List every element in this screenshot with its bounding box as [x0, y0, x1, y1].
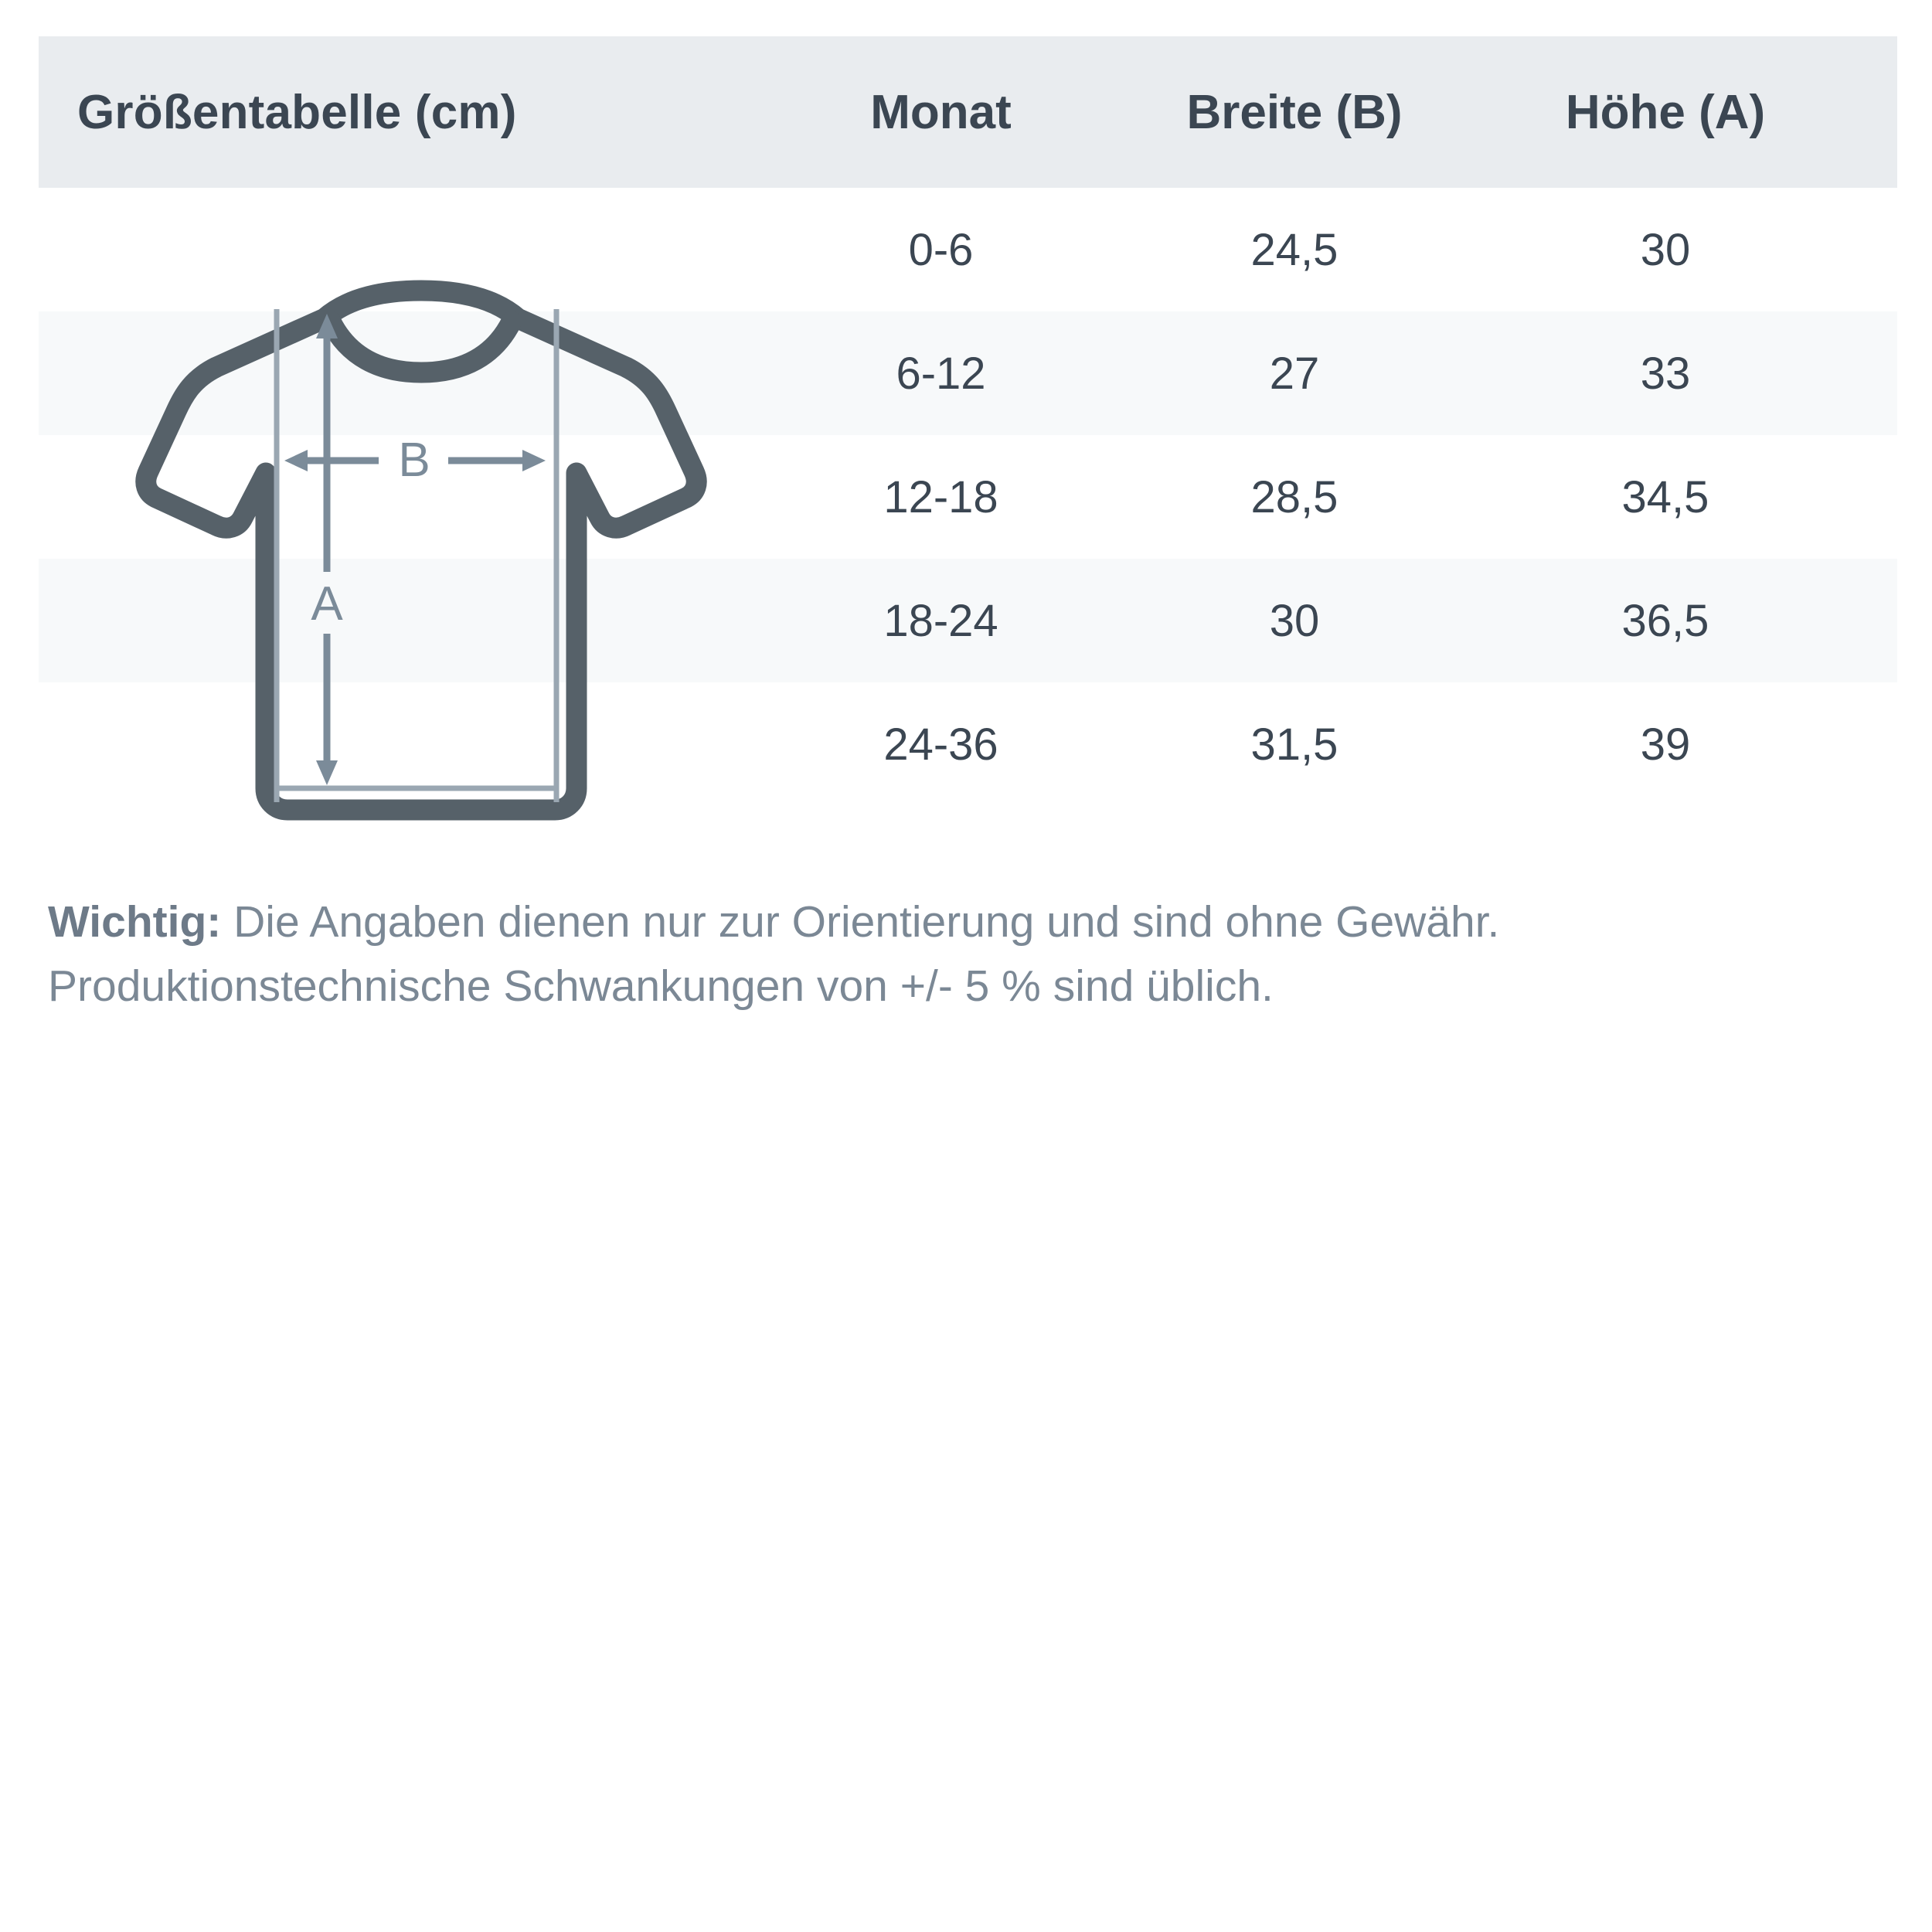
page-title: Größentabelle (cm) — [77, 85, 517, 139]
disclaimer-note-text: Die Angaben dienen nur zur Orientierung … — [48, 897, 1500, 1011]
tshirt-measurement-diagram: B A — [116, 247, 734, 835]
cell-width: 27 — [1269, 348, 1320, 399]
tshirt-body-outline — [135, 280, 707, 821]
dimension-label-b: B — [398, 434, 430, 487]
column-header-month: Monat — [870, 85, 1012, 139]
size-table: Größentabelle (cm) Monat Breite (B) Höhe… — [39, 36, 1897, 806]
dimension-arrow-b: B — [284, 434, 546, 487]
disclaimer-note: Wichtig: Die Angaben dienen nur zur Orie… — [48, 890, 1849, 1018]
cell-height: 36,5 — [1621, 595, 1709, 646]
cell-width: 30 — [1269, 595, 1320, 646]
arrow-b-left-head — [284, 450, 308, 471]
cell-month: 18-24 — [883, 595, 998, 646]
cell-month: 24-36 — [883, 719, 998, 770]
column-header-width: Breite (B) — [1186, 85, 1403, 139]
cell-width: 24,5 — [1250, 224, 1338, 275]
cell-height: 30 — [1640, 224, 1691, 275]
cell-width: 31,5 — [1250, 719, 1338, 770]
cell-month: 6-12 — [896, 348, 986, 399]
table-row: 24-36 31,5 39 — [39, 682, 1897, 806]
dimension-label-a: A — [311, 577, 343, 631]
arrow-a-top-head — [316, 314, 338, 338]
cell-width: 28,5 — [1250, 471, 1338, 522]
cell-height: 39 — [1640, 719, 1691, 770]
cell-month: 12-18 — [883, 471, 998, 522]
column-header-height: Höhe (A) — [1565, 85, 1766, 139]
table-header-row: Größentabelle (cm) Monat Breite (B) Höhe… — [39, 36, 1897, 188]
table-row: 0-6 24,5 30 — [39, 188, 1897, 311]
table-row: 18-24 30 36,5 — [39, 559, 1897, 682]
arrow-a-bottom-head — [316, 760, 338, 785]
tshirt-collar — [320, 311, 522, 383]
disclaimer-note-emphasis: Wichtig: — [48, 897, 222, 947]
cell-height: 34,5 — [1621, 471, 1709, 522]
dimension-arrow-a: A — [311, 314, 343, 785]
cell-month: 0-6 — [908, 224, 974, 275]
cell-height: 33 — [1640, 348, 1691, 399]
arrow-b-right-head — [522, 450, 546, 471]
table-row: 12-18 28,5 34,5 — [39, 435, 1897, 559]
tshirt-icon: B A — [135, 280, 707, 821]
